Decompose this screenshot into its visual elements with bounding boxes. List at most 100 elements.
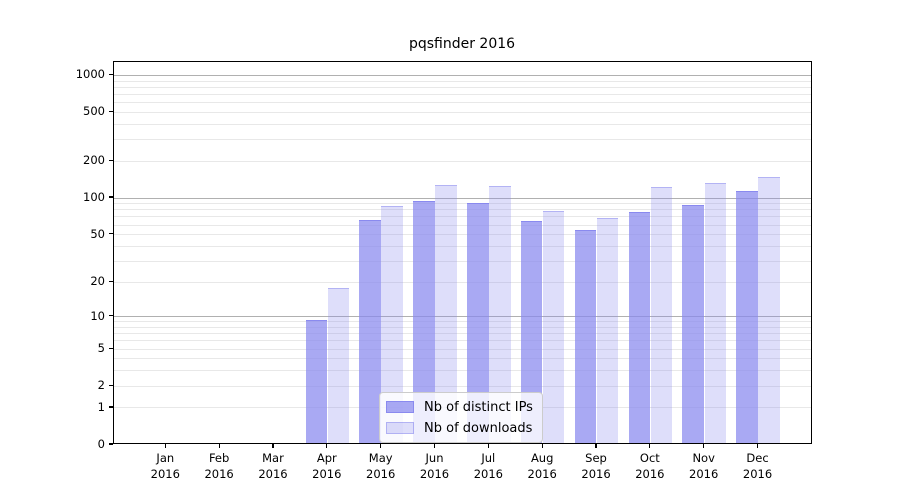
x-tick-month: Jul <box>481 451 496 465</box>
bar-distinct-ips-may <box>359 219 381 443</box>
y-tick <box>108 384 113 386</box>
x-tick-month: Jan <box>156 451 175 465</box>
gridline-minor <box>113 370 811 372</box>
gridline-major <box>113 197 811 199</box>
x-tick-year: 2016 <box>527 466 557 481</box>
y-tick-label: 0 <box>97 437 105 451</box>
y-tick <box>108 443 113 445</box>
x-tick-year: 2016 <box>312 466 342 481</box>
x-tick-label-oct: Oct 2016 <box>622 451 678 482</box>
x-tick-year: 2016 <box>204 466 234 481</box>
bar-downloads-dec <box>758 176 780 443</box>
bar-downloads-oct <box>650 186 673 443</box>
x-tick-label-may: May 2016 <box>353 451 409 482</box>
gridline-minor <box>113 111 811 113</box>
x-tick-label-aug: Aug 2016 <box>514 451 570 482</box>
x-tick <box>756 443 759 448</box>
legend: Nb of distinct IPs Nb of downloads <box>379 392 543 443</box>
x-tick <box>326 443 328 448</box>
gridline-minor <box>113 203 811 205</box>
bar-distinct-ips-sep <box>574 229 597 443</box>
x-tick <box>541 443 543 448</box>
bar-distinct-ips-aug <box>520 220 543 443</box>
y-tick-label: 20 <box>90 274 105 289</box>
x-tick <box>595 443 597 448</box>
legend-label-distinct-ips: Nb of distinct IPs <box>424 399 533 415</box>
gridline-minor <box>113 326 811 328</box>
x-tick-year: 2016 <box>581 466 611 481</box>
x-tick-month: Apr <box>316 451 337 465</box>
x-tick-month: Sep <box>585 451 607 465</box>
x-tick <box>164 443 166 448</box>
x-tick-year: 2016 <box>689 466 719 481</box>
bar-downloads-nov <box>704 183 726 443</box>
gridline-minor <box>113 139 811 141</box>
gridline-minor <box>113 385 811 387</box>
x-tick-label-sep: Sep 2016 <box>568 451 624 482</box>
x-tick-label-nov: Nov 2016 <box>676 451 732 482</box>
y-tick-label: 100 <box>83 190 105 205</box>
x-tick-label-jul: Jul 2016 <box>460 451 516 482</box>
y-tick-label: 10 <box>90 308 105 323</box>
x-tick-year: 2016 <box>150 466 180 481</box>
x-tick-label-jun: Jun 2016 <box>407 451 463 482</box>
gridline-minor <box>113 160 811 162</box>
legend-swatch-distinct-ips <box>386 401 414 413</box>
y-tick <box>108 110 113 112</box>
gridline-minor <box>113 281 811 283</box>
gridline-minor <box>113 216 811 218</box>
bar-distinct-ips-dec <box>736 191 758 443</box>
x-tick-year: 2016 <box>366 466 396 481</box>
x-tick <box>433 443 436 448</box>
x-tick <box>487 443 489 448</box>
legend-item-distinct-ips: Nb of distinct IPs <box>386 398 533 416</box>
y-tick-label: 5 <box>97 341 105 356</box>
gridline-minor <box>113 321 811 323</box>
y-tick-label: 500 <box>83 104 105 119</box>
y-tick <box>108 233 113 235</box>
gridline-minor <box>113 234 811 236</box>
x-tick-year: 2016 <box>742 466 773 481</box>
x-tick-label-mar: Mar 2016 <box>245 451 301 482</box>
plot-area <box>112 60 812 444</box>
x-tick-label-dec: Dec 2016 <box>730 451 786 482</box>
gridline-minor <box>113 224 811 226</box>
legend-item-downloads: Nb of downloads <box>386 419 533 437</box>
gridline-major <box>113 74 811 76</box>
y-tick <box>108 73 113 75</box>
x-tick-month: Jun <box>425 451 444 465</box>
y-tick <box>108 406 113 408</box>
x-tick-month: Aug <box>530 451 554 465</box>
y-tick <box>108 280 113 282</box>
x-tick-label-feb: Feb 2016 <box>191 451 247 482</box>
bar-downloads-apr <box>327 288 350 443</box>
y-tick <box>108 315 113 317</box>
gridline-minor <box>113 358 811 360</box>
x-tick-year: 2016 <box>473 466 503 481</box>
y-tick-label: 50 <box>90 226 105 241</box>
bar-downloads-jul <box>489 186 511 443</box>
gridline-major <box>113 316 811 318</box>
gridline-minor <box>113 340 811 342</box>
y-tick <box>108 196 113 198</box>
bar-distinct-ips-nov <box>682 204 704 443</box>
chart-title: pqsfinder 2016 <box>408 36 516 52</box>
x-tick <box>218 443 220 448</box>
x-tick-label-apr: Apr 2016 <box>299 451 355 482</box>
x-tick <box>703 443 705 448</box>
gridline-minor <box>113 102 811 104</box>
bar-downloads-aug <box>542 211 565 443</box>
y-tick <box>108 347 113 349</box>
y-tick-label: 200 <box>83 153 105 168</box>
y-tick <box>108 159 113 161</box>
y-tick-label: 1 <box>97 399 105 414</box>
x-tick-year: 2016 <box>635 466 665 481</box>
bar-downloads-may <box>381 205 403 443</box>
gridline-minor <box>113 348 811 350</box>
y-tick-label: 1000 <box>75 67 105 82</box>
gridline-minor <box>113 86 811 88</box>
legend-swatch-downloads <box>386 422 414 434</box>
bar-downloads-jun <box>435 185 457 443</box>
gridline-minor <box>113 209 811 211</box>
